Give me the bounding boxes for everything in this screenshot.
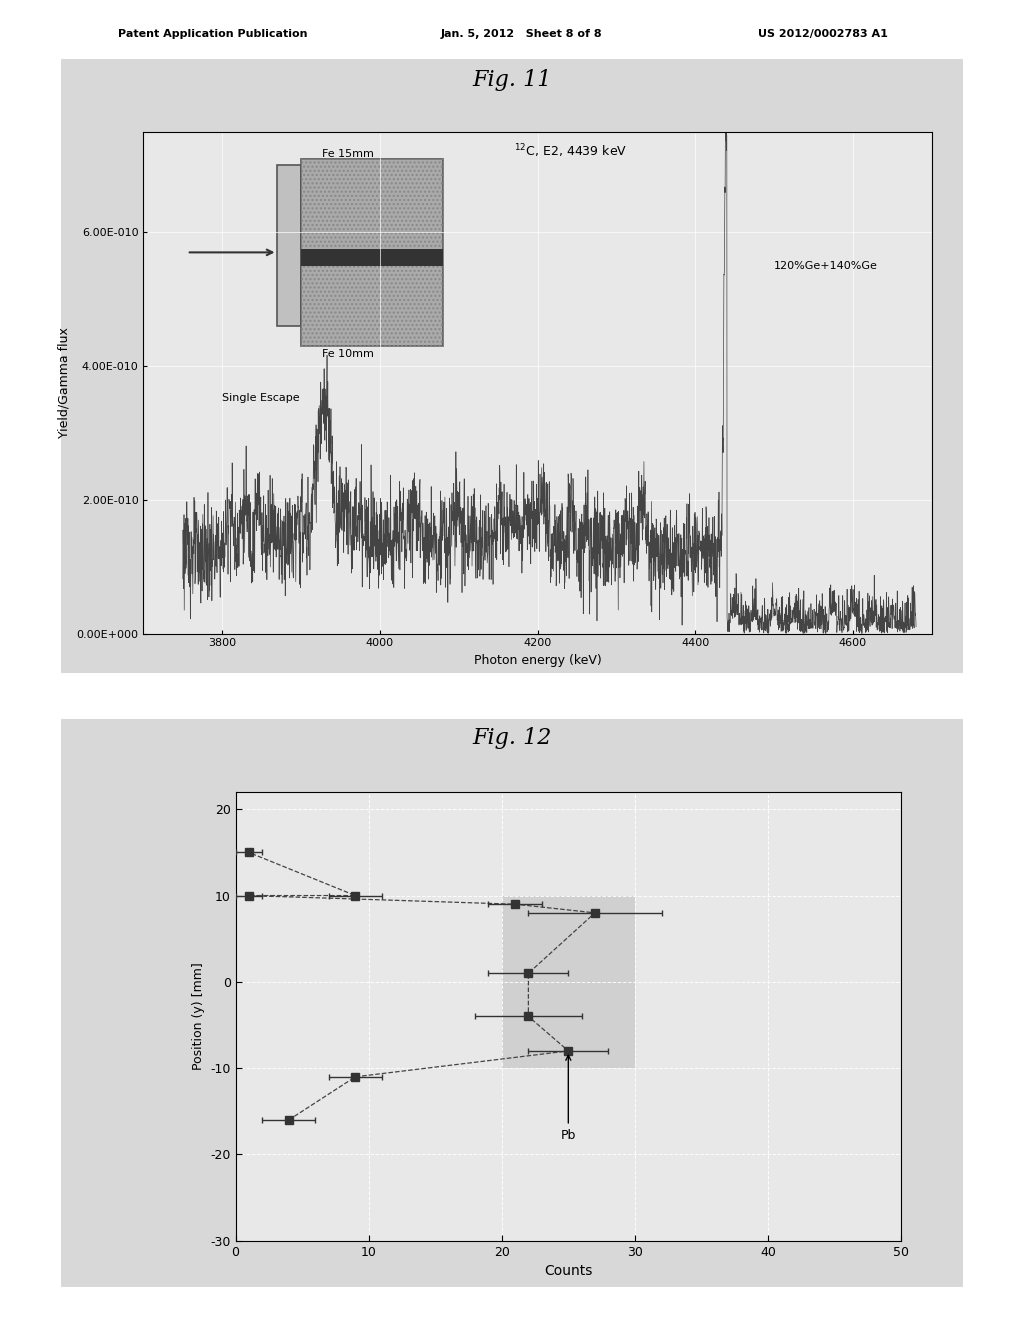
Y-axis label: Yield/Gamma flux: Yield/Gamma flux (58, 327, 71, 438)
Text: Fig. 12: Fig. 12 (472, 727, 552, 750)
Text: US 2012/0002783 A1: US 2012/0002783 A1 (758, 29, 888, 40)
Bar (301, 249, 443, 265)
X-axis label: Photon energy (keV): Photon energy (keV) (474, 653, 601, 667)
Bar (502, 895, 635, 1068)
Bar (278, 165, 301, 326)
Bar (301, 158, 443, 346)
Text: Fe 15mm: Fe 15mm (323, 149, 375, 158)
Text: 120%Ge+140%Ge: 120%Ge+140%Ge (774, 261, 878, 271)
Text: $^{12}$C, E2, 4439 keV: $^{12}$C, E2, 4439 keV (514, 143, 627, 160)
Text: Patent Application Publication: Patent Application Publication (118, 29, 307, 40)
Text: Pb: Pb (560, 1055, 577, 1142)
Text: Fe 10mm: Fe 10mm (323, 350, 375, 359)
X-axis label: Counts: Counts (544, 1265, 593, 1278)
Text: Single Escape: Single Escape (222, 393, 300, 403)
Text: Fig. 11: Fig. 11 (472, 69, 552, 91)
Bar (301, 158, 443, 346)
Text: Jan. 5, 2012   Sheet 8 of 8: Jan. 5, 2012 Sheet 8 of 8 (440, 29, 602, 40)
Y-axis label: Position (y) [mm]: Position (y) [mm] (191, 962, 205, 1071)
